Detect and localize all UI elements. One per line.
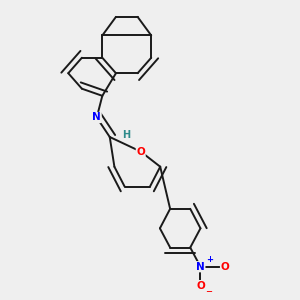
Text: −: −	[205, 287, 212, 296]
Text: O: O	[196, 280, 205, 291]
Text: H: H	[122, 130, 130, 140]
Text: O: O	[136, 146, 145, 157]
Text: O: O	[220, 262, 229, 272]
Text: +: +	[206, 255, 213, 264]
Text: N: N	[92, 112, 101, 122]
Text: N: N	[196, 262, 205, 272]
